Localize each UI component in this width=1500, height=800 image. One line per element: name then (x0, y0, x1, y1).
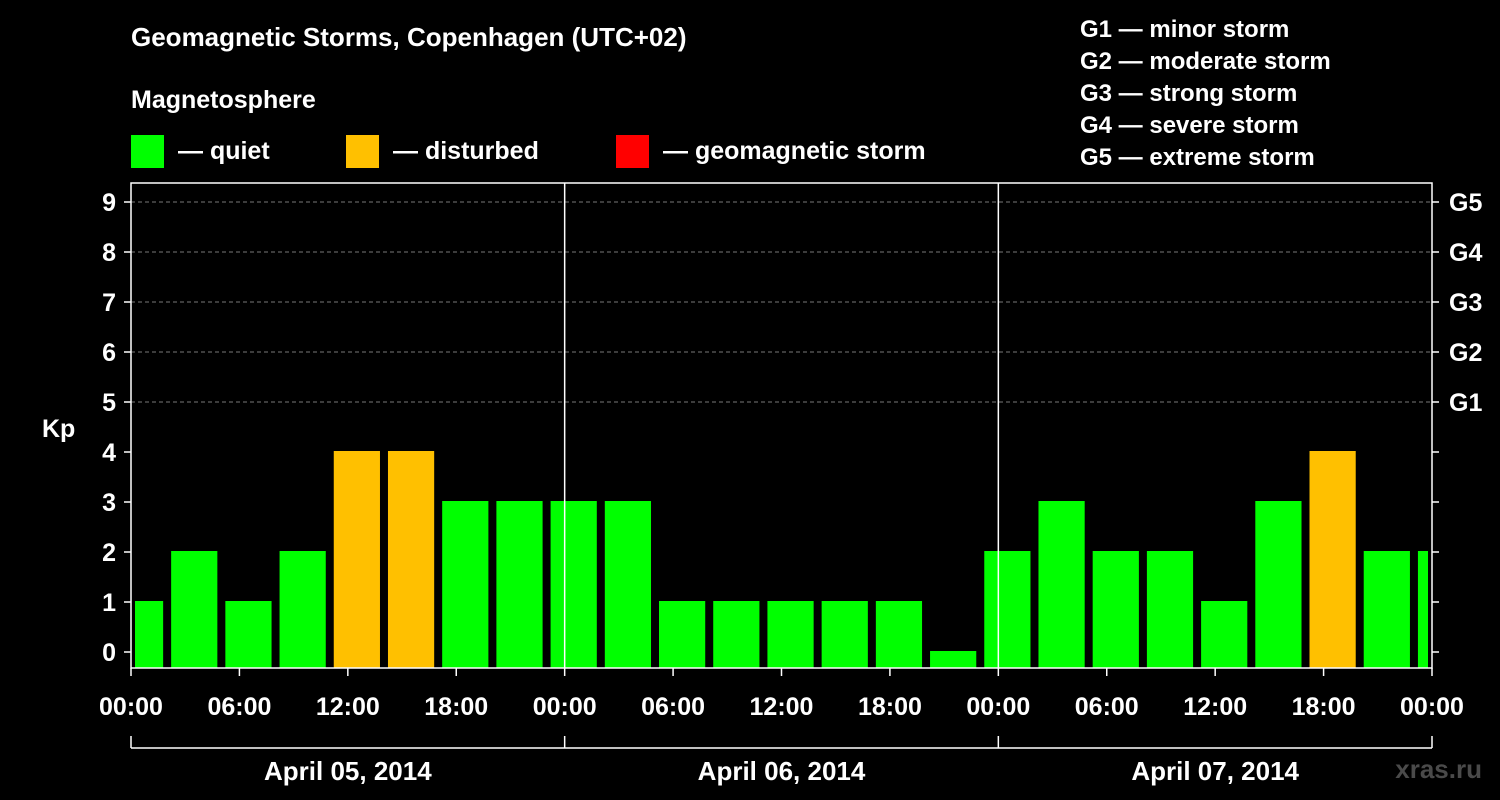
x-tick-label-0: 00:00 (99, 693, 163, 721)
plot-frame (130, 182, 1433, 669)
kp-bar-15 (930, 651, 977, 668)
g-axis-label-g5: G5 (1449, 189, 1482, 217)
kp-bar-24 (1417, 551, 1428, 668)
kp-bar-4 (333, 451, 380, 668)
y-tick-label-6: 6 (102, 339, 116, 367)
storm-scale-g2: G2 — moderate storm (1080, 48, 1331, 75)
kp-bar-1 (171, 551, 218, 668)
kp-bar-23 (1363, 551, 1410, 668)
kp-bar-3 (279, 551, 326, 668)
kp-bar-14 (875, 601, 923, 668)
g-axis-label-g3: G3 (1449, 289, 1482, 317)
legend-swatch-storm (616, 134, 649, 168)
date-label-2: April 07, 2014 (1131, 756, 1299, 786)
y-tick-label-9: 9 (102, 189, 116, 217)
kp-bar-2 (225, 601, 272, 668)
legend-item-quiet: — quiet (131, 134, 270, 168)
watermark: xras.ru (1395, 754, 1482, 784)
kp-bar-21 (1255, 501, 1302, 668)
x-tick-label-11: 18:00 (1292, 693, 1356, 721)
x-tick-label-5: 06:00 (641, 693, 705, 721)
legend-subtitle: Magnetosphere (131, 86, 316, 114)
chart-title: Geomagnetic Storms, Copenhagen (UTC+02) (131, 22, 687, 52)
y-axis-label: Kp (42, 415, 75, 443)
kp-bar-12 (767, 601, 814, 668)
kp-bar-18 (1092, 551, 1139, 668)
x-tick-label-10: 12:00 (1183, 693, 1247, 721)
kp-bar-20 (1201, 601, 1248, 668)
x-tick-label-6: 12:00 (750, 693, 814, 721)
kp-bar-13 (821, 601, 868, 668)
kp-bar-5 (387, 451, 435, 668)
y-tick-label-3: 3 (102, 489, 116, 517)
y-tick-label-8: 8 (102, 239, 116, 267)
kp-bar-16 (984, 551, 1031, 668)
g-axis-label-g4: G4 (1449, 239, 1482, 267)
legend-item-storm: — geomagnetic storm (616, 134, 926, 168)
y-tick-label-0: 0 (102, 639, 116, 667)
g-axis-label-g2: G2 (1449, 339, 1482, 367)
legend-swatch-disturbed (346, 134, 379, 168)
y-tick-label-2: 2 (102, 539, 116, 567)
storm-scale-list: G1 — minor storm G2 — moderate storm G3 … (1080, 14, 1331, 174)
date-label-0: April 05, 2014 (264, 756, 432, 786)
storm-scale-g5: G5 — extreme storm (1080, 144, 1315, 171)
kp-bar-19 (1146, 551, 1194, 668)
date-label-1: April 06, 2014 (698, 756, 866, 786)
kp-bar-0 (135, 601, 164, 668)
legend-label-quiet: — quiet (178, 136, 270, 165)
kp-bar-10 (659, 601, 706, 668)
legend-label-storm: — geomagnetic storm (663, 136, 926, 165)
kp-bar-17 (1038, 501, 1085, 668)
y-tick-label-1: 1 (102, 589, 116, 617)
kp-bar-8 (550, 501, 597, 668)
legend-item-disturbed: — disturbed (346, 134, 539, 168)
x-tick-label-4: 00:00 (533, 693, 597, 721)
kp-bar-7 (496, 501, 543, 668)
x-tick-label-12: 00:00 (1400, 693, 1464, 721)
x-tick-label-2: 12:00 (316, 693, 380, 721)
legend-swatch-quiet (131, 134, 164, 168)
kp-bar-11 (713, 601, 760, 668)
y-tick-label-5: 5 (102, 389, 116, 417)
x-tick-label-1: 06:00 (207, 693, 271, 721)
storm-scale-g1: G1 — minor storm (1080, 16, 1290, 43)
y-tick-label-7: 7 (102, 289, 116, 317)
storm-scale-g4: G4 — severe storm (1080, 112, 1299, 139)
storm-scale-g3: G3 — strong storm (1080, 80, 1298, 107)
x-tick-label-8: 00:00 (966, 693, 1030, 721)
kp-bar-9 (604, 501, 652, 668)
g-axis-label-g1: G1 (1449, 389, 1482, 417)
x-tick-label-3: 18:00 (424, 693, 488, 721)
kp-bar-6 (442, 501, 489, 668)
y-tick-label-4: 4 (102, 439, 116, 467)
x-tick-label-7: 18:00 (858, 693, 922, 721)
x-tick-label-9: 06:00 (1075, 693, 1139, 721)
kp-bar-22 (1309, 451, 1356, 668)
legend-label-disturbed: — disturbed (393, 136, 539, 165)
